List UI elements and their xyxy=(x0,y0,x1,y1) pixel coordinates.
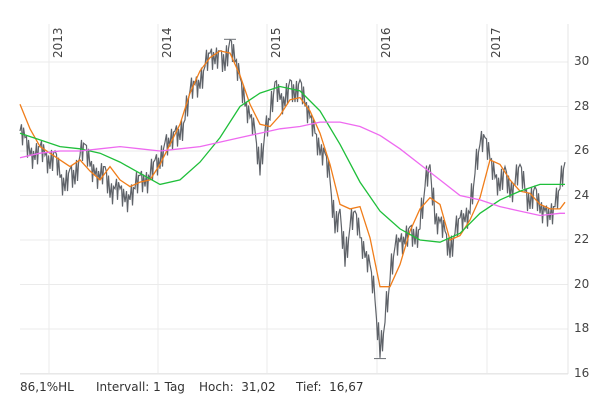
y-tick-label: 28 xyxy=(574,98,590,113)
x-tick-label: 2016 xyxy=(379,27,393,58)
chart-footer: 86,1%HL Intervall: 1 Tag Hoch: 31,02 Tie… xyxy=(20,380,364,394)
high-value: Hoch: 31,02 xyxy=(199,380,276,394)
series-ma200 xyxy=(19,121,565,217)
series-ma38 xyxy=(19,50,566,288)
y-tick-label: 24 xyxy=(574,187,590,202)
high-low-markers xyxy=(224,38,386,360)
series-lines xyxy=(19,38,566,358)
x-tick-label: 2015 xyxy=(269,27,283,58)
y-tick-label: 20 xyxy=(574,276,590,291)
hl-percent: 86,1%HL xyxy=(20,380,74,394)
y-tick-label: 26 xyxy=(574,143,590,157)
x-tick-label: 2014 xyxy=(160,27,174,58)
y-tick-label: 30 xyxy=(574,54,590,68)
x-tick-label: 2017 xyxy=(489,27,503,58)
x-tick-label: 2013 xyxy=(51,27,65,58)
interval-label: Intervall: 1 Tag xyxy=(96,380,185,394)
y-tick-label: 22 xyxy=(574,232,590,246)
low-value: Tief: 16,67 xyxy=(296,380,364,394)
series-ma100 xyxy=(19,85,565,243)
series-price xyxy=(19,38,566,358)
grid-lines xyxy=(20,24,569,375)
y-tick-label: 16 xyxy=(574,365,590,380)
y-tick-label: 18 xyxy=(574,321,590,335)
